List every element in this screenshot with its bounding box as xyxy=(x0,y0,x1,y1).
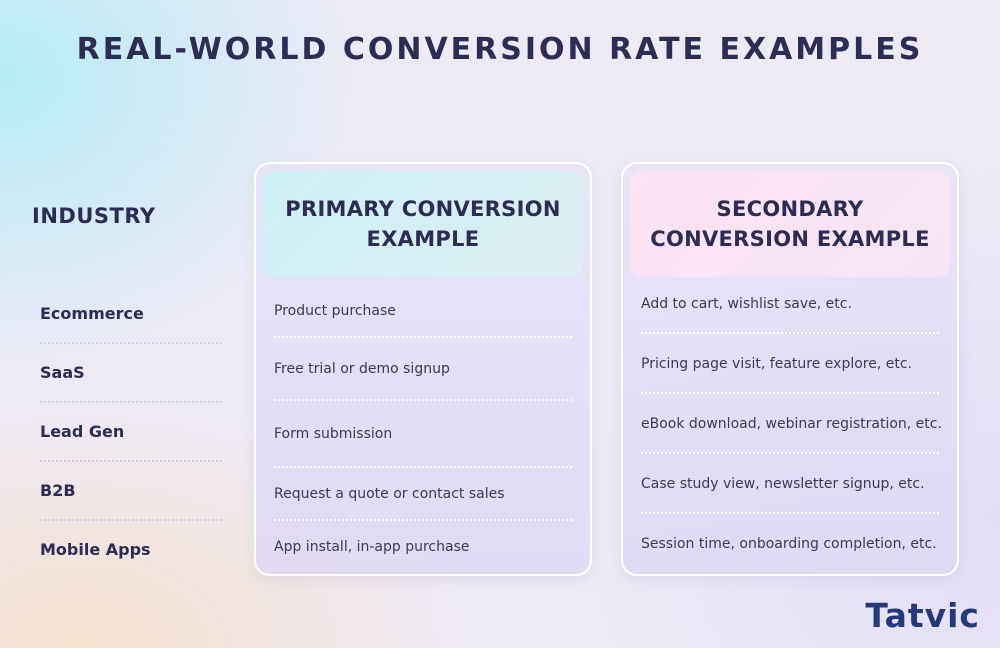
primary-conversion-header: PRIMARY CONVERSION EXAMPLE xyxy=(263,171,583,277)
logo-text: Tatvic xyxy=(865,596,980,635)
row-divider xyxy=(40,401,222,403)
cell-divider xyxy=(641,332,939,334)
cell-divider xyxy=(641,452,939,454)
cell-divider xyxy=(274,336,572,338)
industry-label: Mobile Apps xyxy=(40,540,151,559)
secondary-cell: Session time, onboarding completion, etc… xyxy=(641,536,937,552)
cell-divider xyxy=(274,519,572,521)
primary-cell: Product purchase xyxy=(274,303,396,319)
cell-divider xyxy=(641,512,939,514)
tatvic-logo: Tatvic xyxy=(865,596,980,635)
secondary-cell: Case study view, newsletter signup, etc. xyxy=(641,476,925,492)
row-divider xyxy=(40,519,222,521)
primary-cell: Form submission xyxy=(274,426,393,442)
secondary-cell: eBook download, webinar registration, et… xyxy=(641,416,942,432)
industry-label: B2B xyxy=(40,481,76,500)
industry-label: SaaS xyxy=(40,363,85,382)
primary-cell: Request a quote or contact sales xyxy=(274,486,505,502)
industry-label: Lead Gen xyxy=(40,422,125,441)
row-divider xyxy=(40,342,222,344)
secondary-conversion-card: SECONDARY CONVERSION EXAMPLE Add to cart… xyxy=(621,162,959,576)
cell-divider xyxy=(274,466,572,468)
secondary-cell: Pricing page visit, feature explore, etc… xyxy=(641,356,913,372)
primary-cell: App install, in-app purchase xyxy=(274,539,470,555)
cell-divider xyxy=(641,392,939,394)
page-title: REAL-WORLD CONVERSION RATE EXAMPLES xyxy=(76,32,924,67)
secondary-conversion-header: SECONDARY CONVERSION EXAMPLE xyxy=(630,171,950,277)
cell-divider xyxy=(274,399,572,401)
secondary-cell: Add to cart, wishlist save, etc. xyxy=(641,296,852,312)
primary-conversion-card: PRIMARY CONVERSION EXAMPLE Product purch… xyxy=(254,162,592,576)
industry-label: Ecommerce xyxy=(40,304,144,323)
primary-cell: Free trial or demo signup xyxy=(274,361,450,377)
row-divider xyxy=(40,460,222,462)
industry-header: INDUSTRY xyxy=(32,204,156,228)
